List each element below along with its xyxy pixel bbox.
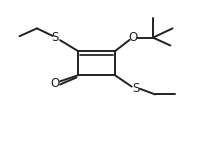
Text: O: O [129,31,138,44]
Text: S: S [52,31,59,44]
Text: O: O [51,77,60,90]
Text: S: S [132,82,139,95]
